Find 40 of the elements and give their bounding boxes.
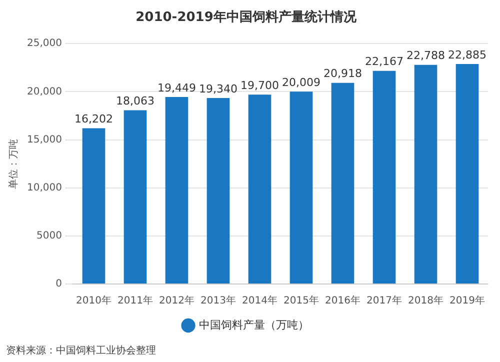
x-tick-label: 2015年 — [284, 294, 319, 307]
y-tick-label: 15,000 — [26, 134, 62, 146]
bar — [165, 96, 188, 284]
bar — [372, 70, 396, 284]
x-tick-label: 2018年 — [408, 294, 444, 307]
data-label: 19,700 — [240, 78, 279, 92]
data-label: 19,340 — [198, 82, 238, 96]
bar — [414, 64, 438, 284]
data-label: 22,167 — [365, 55, 404, 68]
x-tick-label: 2012年 — [159, 294, 194, 307]
x-tick-label: 2014年 — [242, 294, 278, 307]
y-tick-label: 5000 — [36, 230, 62, 242]
data-label: 22,885 — [448, 48, 486, 62]
bar — [290, 92, 313, 284]
data-label: 20,009 — [282, 76, 320, 89]
bar — [331, 82, 354, 284]
bar — [124, 110, 147, 284]
data-label: 16,202 — [74, 112, 113, 126]
x-tick-label: 2017年 — [366, 294, 402, 307]
data-label: 18,063 — [116, 94, 154, 108]
text: 资料来源：中国饲料工业协会整理 — [6, 344, 156, 357]
bar — [248, 94, 272, 284]
y-tick-label: 10,000 — [26, 182, 62, 194]
x-tick-label: 2010年 — [76, 294, 112, 307]
x-tick-label: 2013年 — [200, 294, 236, 307]
bar — [82, 128, 106, 284]
bar — [206, 98, 230, 284]
y-tick-label: 20,000 — [26, 86, 62, 98]
chart-title: 2010-2019年中国饲料产量统计情况 — [136, 9, 358, 26]
x-tick-label: 2016年 — [325, 294, 360, 307]
legend-label: 中国饲料产量（万吨） — [198, 318, 309, 332]
data-label: 19,449 — [157, 81, 196, 94]
x-tick-label: 2019年 — [450, 294, 485, 307]
data-label: 20,918 — [323, 67, 362, 80]
y-tick-label: 0 — [56, 278, 62, 290]
data-label: 22,788 — [406, 49, 445, 62]
x-tick-label: 2011年 — [118, 294, 153, 307]
y-tick-label: 25,000 — [26, 38, 62, 50]
y-axis-title: 单位：万吨 — [8, 138, 20, 189]
bar — [456, 64, 479, 284]
